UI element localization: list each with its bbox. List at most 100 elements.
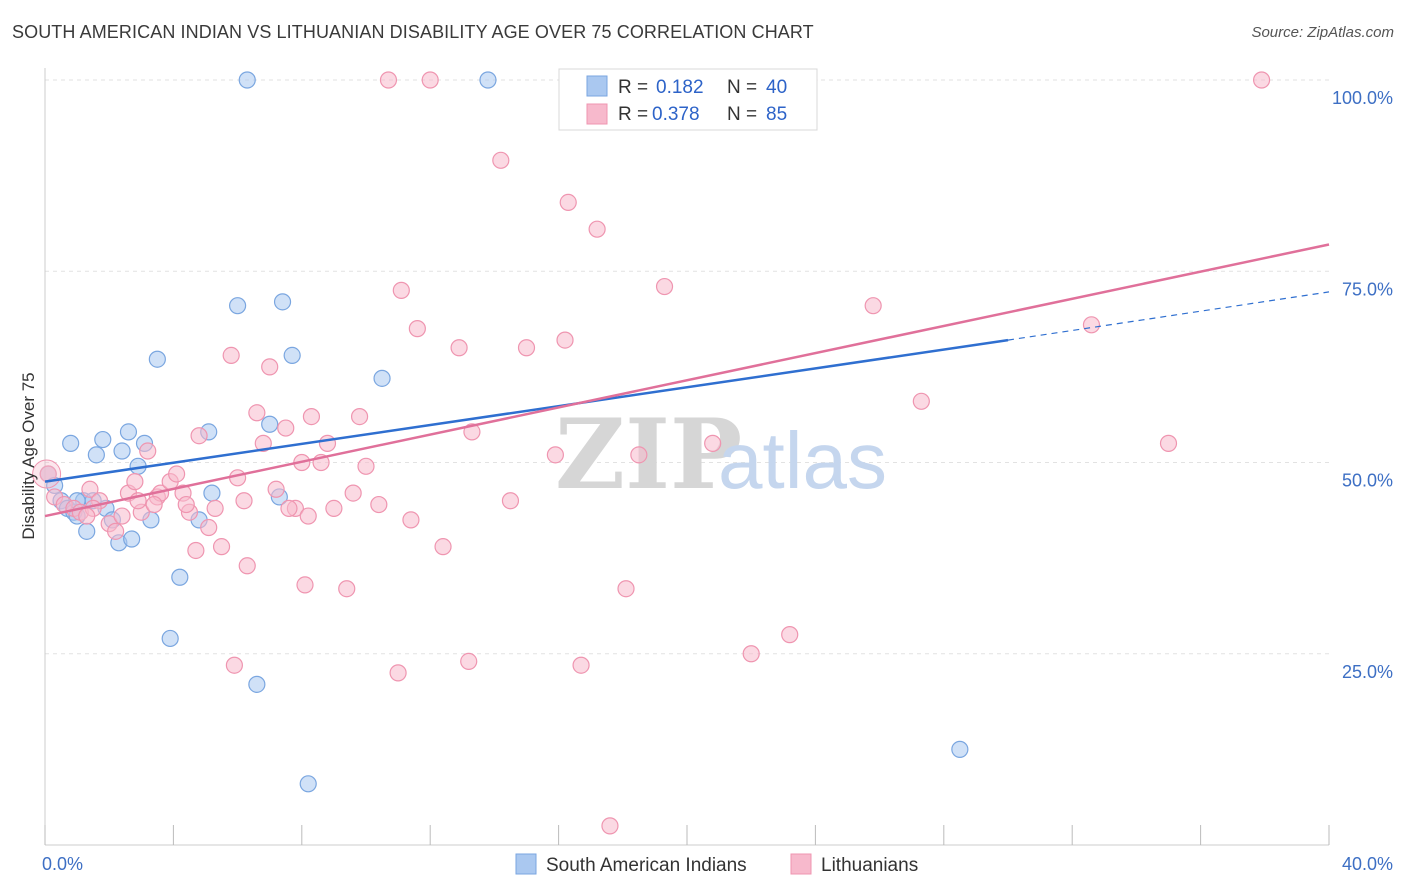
legend-r-label-2: R =: [618, 104, 648, 125]
data-point: [222, 346, 240, 364]
data-point: [1252, 71, 1271, 89]
data-point: [325, 499, 343, 517]
data-point: [119, 423, 138, 441]
data-point: [78, 522, 96, 540]
legend-swatch-pink: [586, 103, 608, 125]
data-point: [479, 71, 497, 89]
data-point: [556, 331, 574, 349]
data-point: [113, 442, 131, 460]
data-point: [87, 446, 105, 464]
data-point: [248, 404, 266, 422]
data-point: [229, 297, 247, 315]
data-point: [145, 495, 163, 514]
data-point: [318, 434, 337, 452]
data-point: [546, 446, 564, 464]
data-point: [238, 557, 256, 575]
data-point: [261, 358, 279, 376]
data-point: [81, 480, 99, 498]
watermark: ZIP atlas: [555, 398, 887, 511]
data-point: [1159, 434, 1178, 452]
data-point: [434, 538, 452, 556]
y-tick-label: 100.0%: [1332, 88, 1393, 108]
data-point: [389, 664, 407, 682]
data-point: [62, 434, 80, 452]
data-point: [373, 369, 391, 387]
chart-source: Source: ZipAtlas.com: [1251, 24, 1394, 41]
axes: [44, 68, 1330, 846]
y-tick-label: 75.0%: [1342, 279, 1393, 299]
data-point: [864, 297, 882, 315]
data-point: [273, 293, 292, 311]
legend-n-label-1: N =: [727, 77, 757, 98]
data-point: [190, 427, 208, 445]
data-point: [370, 495, 388, 514]
data-point: [742, 645, 760, 663]
x-tick-labels: 0.0% 40.0%: [42, 854, 1393, 874]
trend-line-pink: [44, 243, 1330, 518]
y-tick-label: 25.0%: [1342, 662, 1393, 682]
watermark-zip: ZIP: [555, 398, 742, 511]
legend-n-label-2: N =: [727, 104, 757, 125]
data-point: [212, 538, 231, 556]
data-point: [203, 484, 221, 502]
data-point: [206, 499, 224, 517]
data-point: [148, 350, 166, 368]
data-point: [254, 434, 272, 452]
data-point: [229, 469, 247, 487]
data-point: [559, 193, 577, 211]
data-point: [78, 507, 96, 525]
legend-r-value-2: 0.378: [652, 104, 700, 125]
data-point: [588, 220, 606, 238]
data-point: [171, 568, 189, 586]
data-point: [379, 71, 398, 89]
data-point: [630, 446, 648, 464]
data-point: [94, 430, 112, 449]
data-point: [299, 775, 317, 793]
data-point: [161, 629, 179, 648]
watermark-atlas: atlas: [718, 416, 887, 505]
data-point: [463, 423, 481, 441]
data-point: [338, 580, 356, 598]
bottom-legend-label-blue: South American Indians: [546, 855, 747, 876]
data-point: [492, 151, 510, 169]
data-point: [951, 740, 969, 758]
data-point: [261, 415, 279, 433]
data-point: [302, 408, 321, 426]
data-point: [267, 480, 285, 498]
data-point: [408, 320, 426, 338]
trend-line-blue: [44, 338, 1009, 483]
data-point: [421, 71, 439, 89]
legend-swatch-blue: [586, 75, 608, 97]
data-point: [357, 457, 375, 475]
bottom-legend-label-pink: Lithuanians: [821, 855, 918, 876]
data-point: [139, 442, 157, 460]
data-point: [344, 484, 362, 502]
data-point: [235, 492, 253, 510]
data-point: [392, 281, 410, 299]
bottom-legend-swatch-blue: [515, 853, 537, 875]
data-point: [296, 576, 314, 594]
data-point: [187, 541, 205, 560]
legend-r-value-1: 0.182: [656, 77, 704, 98]
legend-box: R = 0.182 N = 40 R = 0.378 N = 85: [558, 68, 818, 131]
data-point: [460, 652, 478, 671]
chart-title: SOUTH AMERICAN INDIAN VS LITHUANIAN DISA…: [12, 22, 814, 42]
grid-lines: [45, 79, 1329, 655]
data-point: [177, 495, 195, 514]
data-point: [402, 511, 420, 529]
data-point: [617, 580, 635, 598]
legend-n-value-1: 40: [766, 77, 787, 98]
x-tick-label-left: 0.0%: [42, 854, 83, 874]
data-point: [517, 339, 536, 357]
series-lithuanians: [32, 71, 1271, 835]
data-point: [238, 71, 256, 89]
data-point: [113, 507, 131, 525]
legend-r-label-1: R =: [618, 77, 648, 98]
legend-n-value-2: 85: [766, 104, 787, 125]
y-axis-title: Disability Age Over 75: [19, 372, 38, 539]
trend-line-blue-extension: [1007, 291, 1330, 341]
data-point: [655, 277, 674, 296]
data-point: [248, 675, 266, 693]
data-point: [123, 530, 141, 548]
